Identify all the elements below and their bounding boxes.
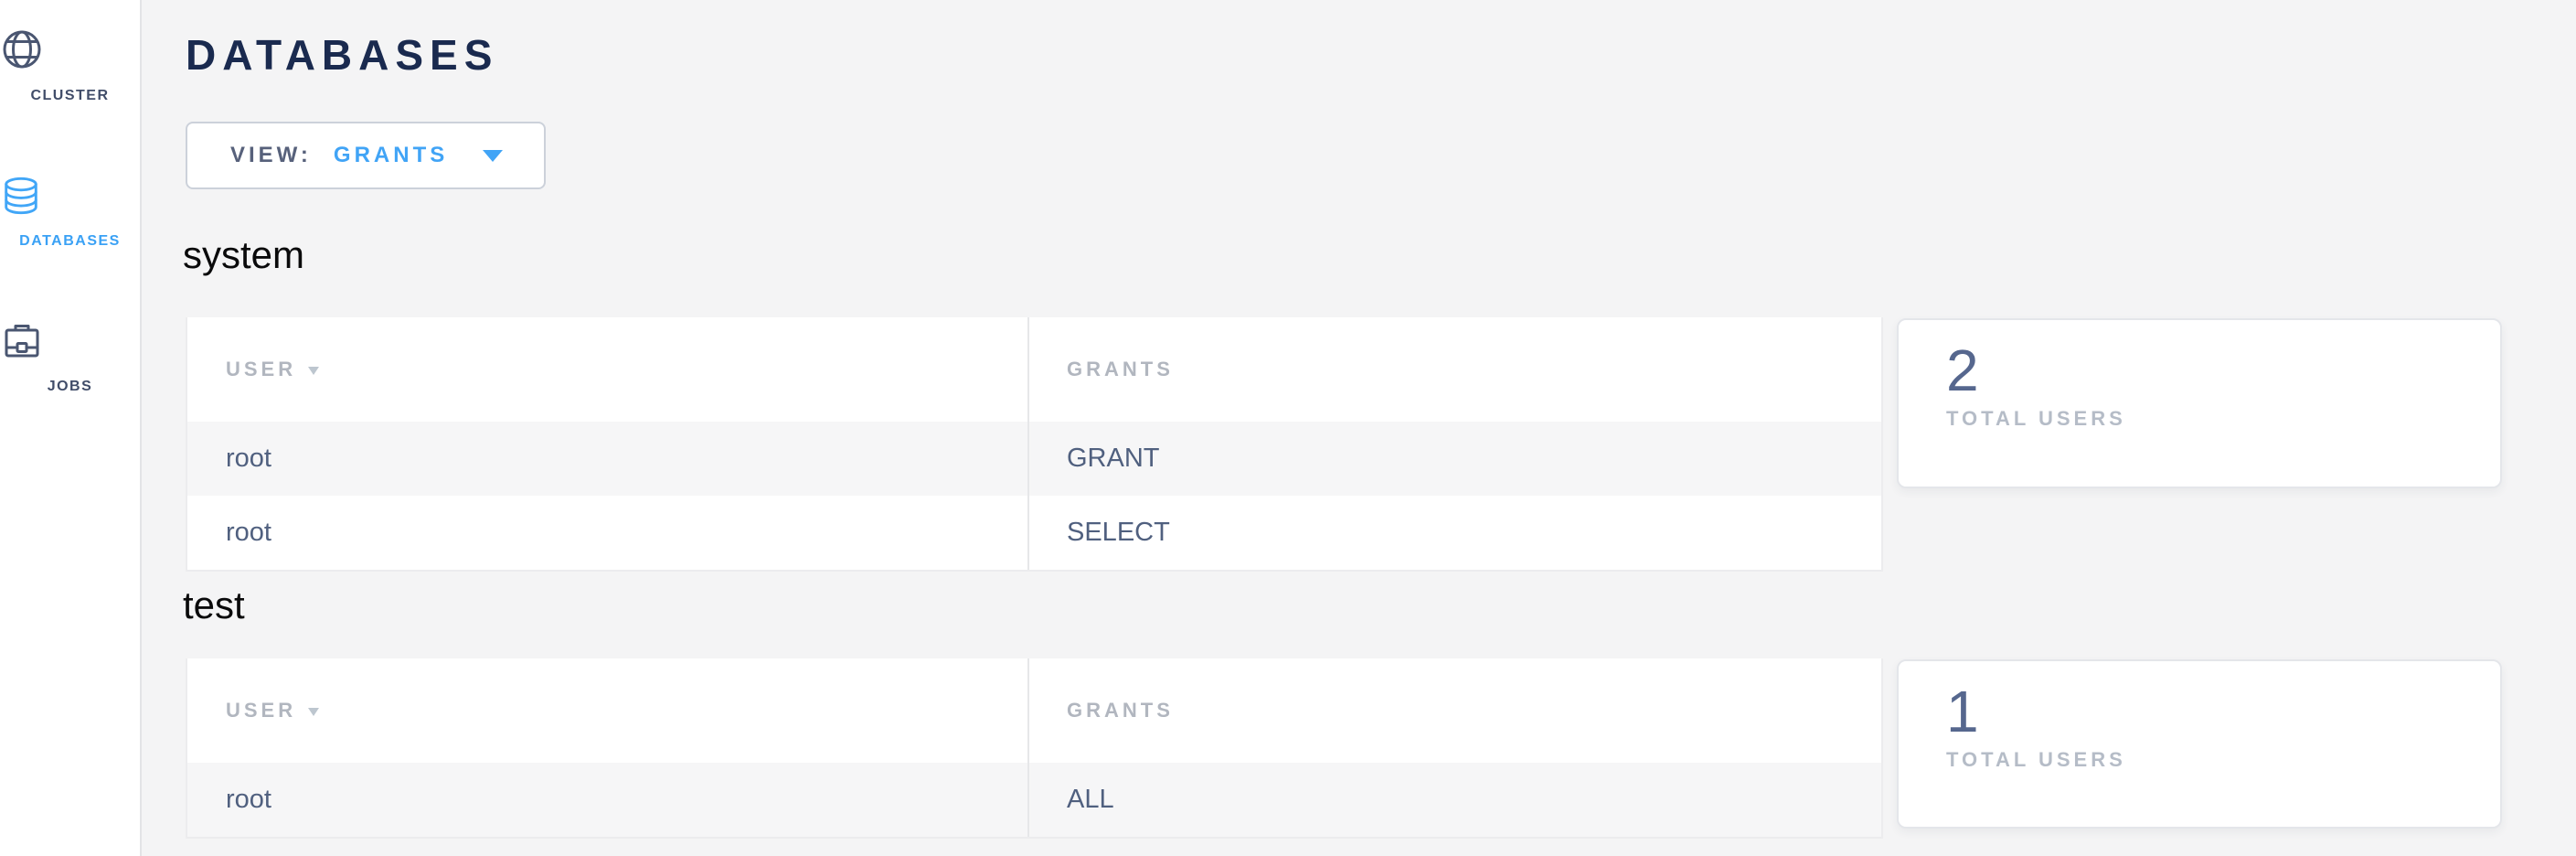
total-users-label: TOTAL USERS [1946, 748, 2126, 771]
grants-cell: ALL [1067, 785, 1114, 814]
user-cell: root [226, 518, 271, 547]
table-header-row: USER GRANTS [187, 658, 1881, 763]
total-users-card: 2 TOTAL USERS [1897, 318, 2502, 488]
sidebar-item-label: DATABASES [19, 233, 121, 249]
column-header-grants[interactable]: GRANTS [1027, 658, 1881, 763]
page-title: DATABASES [186, 31, 499, 79]
database-name-heading: test [183, 583, 245, 626]
sort-desc-icon [308, 708, 320, 716]
total-users-label: TOTAL USERS [1946, 407, 2126, 430]
table-row: root SELECT [187, 496, 1881, 570]
total-users-count: 2 [1946, 337, 1979, 403]
database-icon [0, 175, 140, 217]
view-dropdown-label: VIEW: [230, 143, 312, 167]
table-header-row: USER GRANTS [187, 317, 1881, 422]
sidebar: CLUSTER DATABASES JOBS [0, 0, 142, 856]
total-users-count: 1 [1946, 679, 1979, 744]
user-cell: root [226, 785, 271, 814]
grants-table-system: USER GRANTS root GRANT root SELECT [186, 317, 1883, 572]
sidebar-item-jobs[interactable]: JOBS [0, 318, 140, 395]
column-header-user[interactable]: USER [187, 317, 1027, 422]
view-dropdown[interactable]: VIEW: GRANTS [186, 122, 546, 189]
view-dropdown-value: GRANTS [333, 143, 449, 167]
briefcase-icon [0, 318, 140, 362]
sort-desc-icon [308, 367, 320, 375]
total-users-card: 1 TOTAL USERS [1897, 659, 2502, 829]
column-header-user[interactable]: USER [187, 658, 1027, 763]
sidebar-item-label: JOBS [47, 379, 93, 394]
sidebar-item-databases[interactable]: DATABASES [0, 175, 140, 250]
table-row: root ALL [187, 763, 1881, 837]
grants-table-test: USER GRANTS root ALL [186, 658, 1883, 839]
database-name-heading: system [183, 233, 305, 276]
user-cell: root [226, 444, 271, 473]
table-row: root GRANT [187, 422, 1881, 496]
sidebar-item-label: CLUSTER [30, 88, 110, 103]
globe-icon [0, 27, 140, 71]
column-header-grants[interactable]: GRANTS [1027, 317, 1881, 422]
grants-cell: SELECT [1067, 518, 1170, 547]
main-content: DATABASES VIEW: GRANTS system USER GRANT… [144, 0, 2576, 856]
sidebar-item-cluster[interactable]: CLUSTER [0, 27, 140, 104]
grants-cell: GRANT [1067, 444, 1160, 473]
chevron-down-icon [483, 149, 504, 162]
